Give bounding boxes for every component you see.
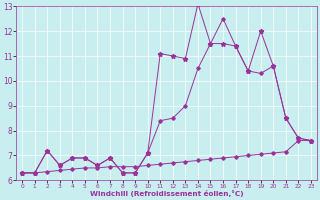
X-axis label: Windchill (Refroidissement éolien,°C): Windchill (Refroidissement éolien,°C) bbox=[90, 190, 244, 197]
